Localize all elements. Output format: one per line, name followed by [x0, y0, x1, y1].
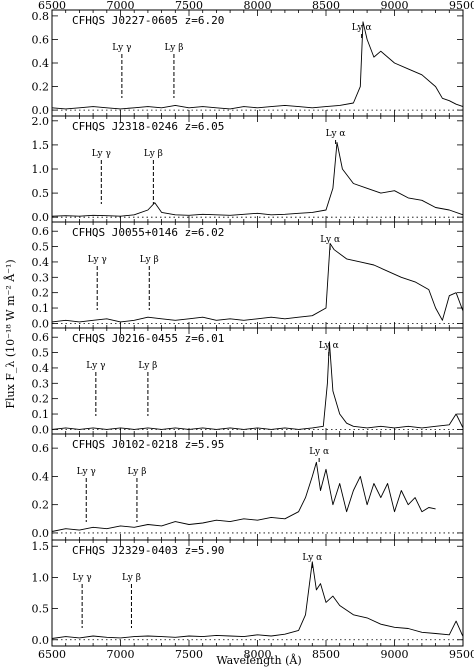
y-tick-label: 0.5	[32, 241, 50, 254]
lyman-label: Ly α	[320, 235, 340, 245]
y-tick-label: 0.2	[32, 81, 50, 94]
x-tick-label-top: 7500	[175, 0, 203, 12]
y-tick-label: 0.2	[32, 499, 50, 512]
y-tick-label: 1.0	[32, 163, 50, 176]
y-tick-label: 2.0	[32, 115, 50, 128]
x-tick-label-top: 9000	[381, 0, 409, 12]
y-tick-label: 0.0	[32, 634, 50, 647]
lyman-label: Ly β	[140, 255, 159, 265]
lyman-label: Ly γ	[92, 149, 111, 159]
panel-2: 0.0 0.5 1.0 1.5 2.0 CFHQS J2318-0246 z=6.05 Ly…	[32, 115, 464, 224]
panel-6: 0.0 0.5 1.0 1.5 CFHQS J2329-0403 z=5.90 Ly γ L…	[32, 539, 464, 647]
x-tick-label-top: 8500	[312, 0, 340, 12]
x-tick-label-top: 8000	[244, 0, 272, 12]
y-tick-label: 0.0	[32, 211, 50, 224]
spectrum-line	[51, 561, 464, 639]
y-tick-label: 0.6	[32, 331, 50, 344]
y-tick-label: 1.5	[32, 540, 50, 553]
y-tick-label: 0.6	[32, 225, 50, 238]
y-tick-label: 0.8	[32, 10, 50, 23]
spectrum-line	[51, 341, 464, 430]
y-tick-label: 0.4	[32, 57, 50, 70]
x-tick-label-top: 9500	[449, 0, 474, 12]
y-tick-label: 0.5	[32, 347, 50, 360]
x-tick-label-top: 7000	[107, 0, 135, 12]
lyman-label: Ly α	[352, 23, 372, 33]
lyman-label: Ly γ	[86, 361, 105, 371]
y-tick-label: 0.6	[32, 33, 50, 46]
lyman-label: Ly β	[164, 43, 183, 53]
y-tick-label: 0.1	[32, 302, 50, 315]
panel-label: CFHQS J2318-0246 z=6.05	[72, 120, 224, 133]
y-tick-label: 0.5	[32, 187, 50, 200]
panel-label: CFHQS J0227-0605 z=6.20	[72, 14, 224, 27]
lyman-label: Ly γ	[88, 255, 107, 265]
y-tick-label: 0.1	[32, 408, 50, 421]
x-tick-label-bottom: 7500	[175, 648, 203, 661]
x-tick-label-bottom: 8500	[312, 648, 340, 661]
x-tick-label-top: 6500	[38, 0, 66, 12]
y-tick-label: 0.5	[32, 603, 50, 616]
y-tick-label: 0.4	[32, 362, 50, 375]
lyman-label: Ly α	[326, 129, 346, 139]
x-tick-label-bottom: 9000	[381, 648, 409, 661]
lyman-label: Ly α	[309, 447, 329, 457]
y-tick-label: 1.5	[32, 139, 50, 152]
x-tick-label-bottom: 9500	[449, 648, 474, 661]
y-tick-label: 0.0	[32, 423, 50, 436]
spectrum-line	[51, 461, 436, 532]
panel-label: CFHQS J0055+0146 z=6.02	[72, 226, 224, 239]
lyman-label: Ly β	[127, 467, 146, 477]
panel-label: CFHQS J0216-0455 z=6.01	[72, 332, 224, 345]
x-tick-label-bottom: 7000	[107, 648, 135, 661]
spectrum-line	[51, 243, 464, 323]
y-tick-label: 0.2	[32, 393, 50, 406]
y-tick-label: 0.6	[32, 442, 50, 455]
y-tick-label: 0.4	[32, 256, 50, 269]
y-axis-label: Flux F_λ (10⁻¹⁸ W m⁻² Å⁻¹)	[3, 259, 17, 408]
panel-1: 0.0 0.2 0.4 0.6 0.8 CFHQS J0227-0605 z=6.20 Ly…	[32, 9, 464, 117]
spectrum-line	[51, 142, 464, 217]
panels-group: 0.0 0.2 0.4 0.6 0.8 CFHQS J0227-0605 z=6.20 Ly…	[32, 0, 474, 661]
lyman-label: Ly β	[144, 149, 163, 159]
x-axis-label: Wavelength (Å)	[216, 653, 301, 667]
panel-5: 0.0 0.2 0.4 0.6 CFHQS J0102-0218 z=5.95 Ly γ L…	[32, 433, 464, 541]
panel-4: 0.0 0.1 0.2 0.3 0.4 0.5 0.6 CFHQS J0216-0455 z=…	[32, 327, 464, 436]
spectrum-line	[51, 21, 464, 110]
y-tick-label: 0.0	[32, 104, 50, 117]
panel-3: 0.0 0.1 0.2 0.3 0.4 0.5 0.6 CFHQS J0055+0146 z=…	[32, 221, 464, 330]
panel-label: CFHQS J0102-0218 z=5.95	[72, 438, 224, 451]
lyman-label: Ly β	[138, 361, 157, 371]
y-tick-label: 1.0	[32, 571, 50, 584]
y-tick-label: 0.0	[32, 317, 50, 330]
y-tick-label: 0.0	[32, 527, 50, 540]
lyman-label: Ly γ	[73, 573, 92, 583]
y-tick-label: 0.4	[32, 470, 50, 483]
x-tick-label-bottom: 8000	[244, 648, 272, 661]
lyman-label: Ly α	[302, 553, 322, 563]
lyman-label: Ly γ	[77, 467, 96, 477]
lyman-label: Ly β	[122, 573, 141, 583]
y-tick-label: 0.3	[32, 271, 50, 284]
panel-label: CFHQS J2329-0403 z=5.90	[72, 544, 224, 557]
x-tick-label-bottom: 6500	[38, 648, 66, 661]
y-tick-label: 0.2	[32, 287, 50, 300]
lyman-label: Ly α	[319, 341, 339, 351]
lyman-label: Ly γ	[112, 43, 131, 53]
y-tick-label: 0.3	[32, 377, 50, 390]
